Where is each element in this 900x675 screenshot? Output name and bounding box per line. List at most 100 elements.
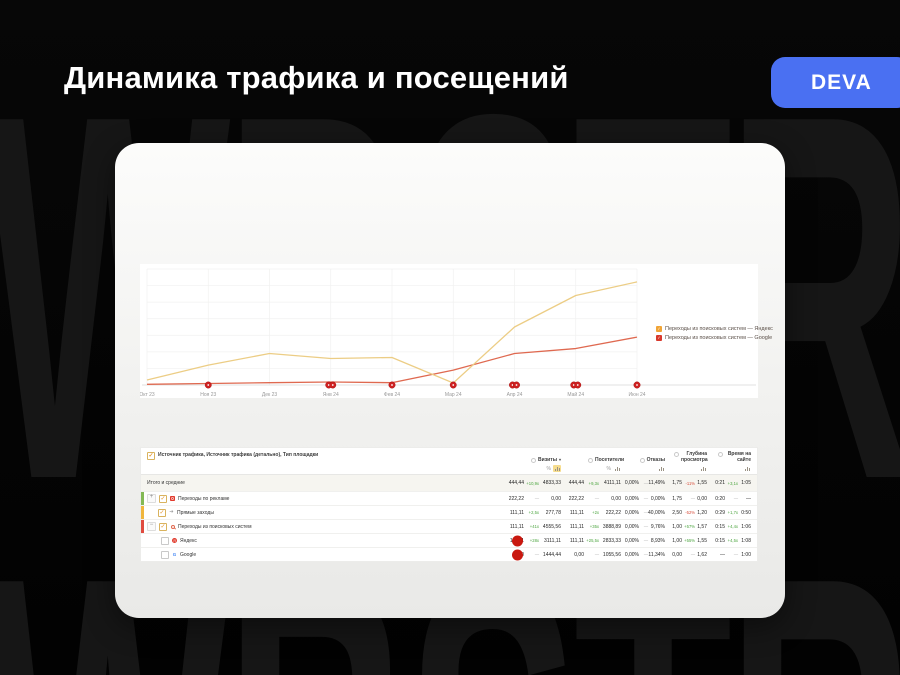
- search-icon: [170, 524, 175, 529]
- metric-cell: 0,00% —0,00%: [621, 496, 665, 502]
- value-delta: +4,5x: [727, 538, 738, 543]
- table-row: − ✓ Переходы из поисковых систем 111,11 +41x…: [141, 519, 757, 533]
- column-header-5[interactable]: Время на сайте: [718, 451, 751, 463]
- value-delta: —: [594, 552, 599, 557]
- metric-cell: 0:29 +1,7x 0:50: [707, 510, 751, 516]
- metric-radio-icon[interactable]: [674, 452, 679, 457]
- metric-cell: 1,75 —0,00: [665, 496, 707, 502]
- page-title: Динамика трафика и посещений: [64, 60, 569, 95]
- traffic-line-chart: Окт 23 Ноя 23 Дек 23 Янв 24 Фев 24 Мар 24 Апр …: [139, 268, 756, 398]
- annotation-marker-glyph: [452, 384, 455, 386]
- yandex-series-line: [146, 281, 638, 384]
- row-checkbox[interactable]: ✓: [158, 508, 166, 517]
- value-period-b: 0,00: [611, 495, 621, 502]
- metric-cell: 444,44 +9,3x 4111,11: [561, 480, 621, 486]
- metric-cell: 222,22 — 0,00: [501, 496, 561, 502]
- column-header-4[interactable]: Глубина просмотра: [674, 451, 708, 463]
- deva-badge-button[interactable]: DEVA: [771, 57, 900, 108]
- select-all-checkbox[interactable]: ✓: [147, 452, 155, 460]
- row-checkbox[interactable]: [161, 550, 169, 559]
- column-header-2[interactable]: Посетители: [588, 457, 625, 463]
- expand-icon[interactable]: +: [147, 494, 156, 503]
- row-checkbox[interactable]: [161, 536, 169, 545]
- value-period-b: 1,20: [697, 509, 707, 516]
- value-delta: +1,7x: [727, 510, 738, 515]
- traffic-sources-table: ✓ Источник трафика, Источник трафика (де…: [140, 447, 758, 562]
- metric-radio-icon[interactable]: [531, 458, 537, 463]
- chart-toggle-icon[interactable]: [613, 465, 621, 472]
- metric-cell: 0:21 +3,1x 1:05: [707, 480, 751, 486]
- value-delta: —: [643, 480, 648, 486]
- row-label-cell: G Google: [141, 548, 501, 561]
- row-label[interactable]: Переходы по рекламе: [178, 495, 230, 502]
- column-header-label: Глубина просмотра: [681, 451, 708, 463]
- chart-toggle-icon[interactable]: [743, 465, 751, 472]
- row-label[interactable]: Google: [180, 551, 197, 558]
- value-period-a: 0:15: [715, 523, 725, 530]
- value-period-b: 0,00: [551, 495, 561, 502]
- google-series-swatch-icon: ✓: [656, 335, 662, 341]
- row-color-bar: [141, 520, 144, 533]
- row-checkbox[interactable]: ✓: [159, 522, 167, 531]
- table-row: Итого и средние 444,44 +10,9x 4833,33 444,44…: [141, 475, 757, 491]
- legend-label-google: Переходы из поисковых систем — Google: [665, 335, 773, 341]
- chart-toggle-icon[interactable]: [657, 465, 665, 472]
- value-period-a: 222,22: [508, 495, 524, 502]
- value-period-b: 1,55: [697, 480, 707, 486]
- metric-cell: 111,11 +2,5x 277,78: [501, 510, 561, 516]
- metric-cell: 111,11 +2x 222,22: [561, 510, 621, 516]
- value-delta: —: [733, 552, 738, 557]
- metric-cell: 1,00 +57% 1,57: [665, 524, 707, 530]
- value-period-a: 2,50: [672, 509, 682, 516]
- metric-cell: 0,00% —9,76%: [621, 524, 665, 530]
- legend-item-yandex[interactable]: ✓ Переходы из поисковых систем — Яндекс: [656, 326, 773, 332]
- metric-radio-icon[interactable]: [639, 458, 645, 463]
- legend-item-google[interactable]: ✓ Переходы из поисковых систем — Google: [656, 335, 773, 341]
- chart-toggle-icon[interactable]: [699, 465, 707, 472]
- annotation-marker-glyph: [331, 384, 334, 386]
- row-label: Итого и средние: [147, 480, 185, 486]
- value-period-a: 1,75: [672, 480, 682, 486]
- value-period-a: 0,00%: [624, 523, 639, 530]
- column-header-label: Посетители: [595, 457, 625, 463]
- collapse-icon[interactable]: −: [147, 522, 156, 531]
- table-rows: Итого и средние 444,44 +10,9x 4833,33 444,44…: [141, 475, 757, 561]
- annotation-marker-glyph: [511, 384, 514, 386]
- row-label[interactable]: Прямые заходы: [177, 509, 214, 516]
- metric-cell: 0,00% —11,34%: [621, 552, 665, 558]
- column-header-3[interactable]: Отказы: [639, 457, 665, 463]
- metric-group-1: Визиты ▾%: [501, 451, 561, 472]
- row-label[interactable]: Переходы из поисковых систем: [178, 523, 252, 530]
- metric-cell: 0,00—1444,44: [501, 552, 561, 558]
- row-label[interactable]: Яндекс: [180, 537, 197, 544]
- value-delta: —: [643, 552, 648, 557]
- chart-toggle-icon[interactable]: [553, 465, 561, 472]
- value-period-b: 3111,11: [544, 537, 561, 544]
- dimension-header: ✓ Источник трафика, Источник трафика (де…: [147, 451, 501, 460]
- value-period-a: 0,00%: [624, 480, 639, 486]
- table-row: ✓ ➔ Прямые заходы 111,11 +2,5x 277,78 111,11 +2…: [141, 505, 757, 519]
- value-delta: -11%: [685, 480, 695, 486]
- value-period-b: 1,55: [697, 537, 707, 544]
- percent-toggle-icon[interactable]: %: [546, 465, 551, 472]
- column-toggles: [699, 465, 707, 472]
- metric-cell: 0:15 +4,5x 1:08: [707, 538, 751, 544]
- value-period-a: 111,11: [509, 509, 524, 516]
- value-period-a: 111,11: [569, 537, 584, 544]
- column-header-1[interactable]: Визиты ▾: [531, 457, 561, 463]
- metric-radio-icon[interactable]: [588, 458, 593, 463]
- column-header-label: Визиты: [538, 457, 557, 463]
- value-period-b: 0,00%: [650, 495, 665, 502]
- google-icon: G: [172, 552, 177, 557]
- value-delta: +2,5x: [528, 510, 539, 515]
- percent-toggle-icon[interactable]: %: [606, 465, 611, 472]
- metric-cell: 2,50 -52% 1,20: [665, 510, 707, 516]
- value-delta: +57%: [684, 524, 695, 529]
- value-delta: +4,4x: [727, 524, 738, 529]
- value-period-b: 1:06: [741, 523, 751, 530]
- metric-radio-icon[interactable]: [718, 452, 723, 457]
- column-toggles: %: [547, 465, 561, 472]
- value-period-a: 0,00%: [624, 509, 639, 516]
- row-checkbox[interactable]: ✓: [159, 494, 167, 503]
